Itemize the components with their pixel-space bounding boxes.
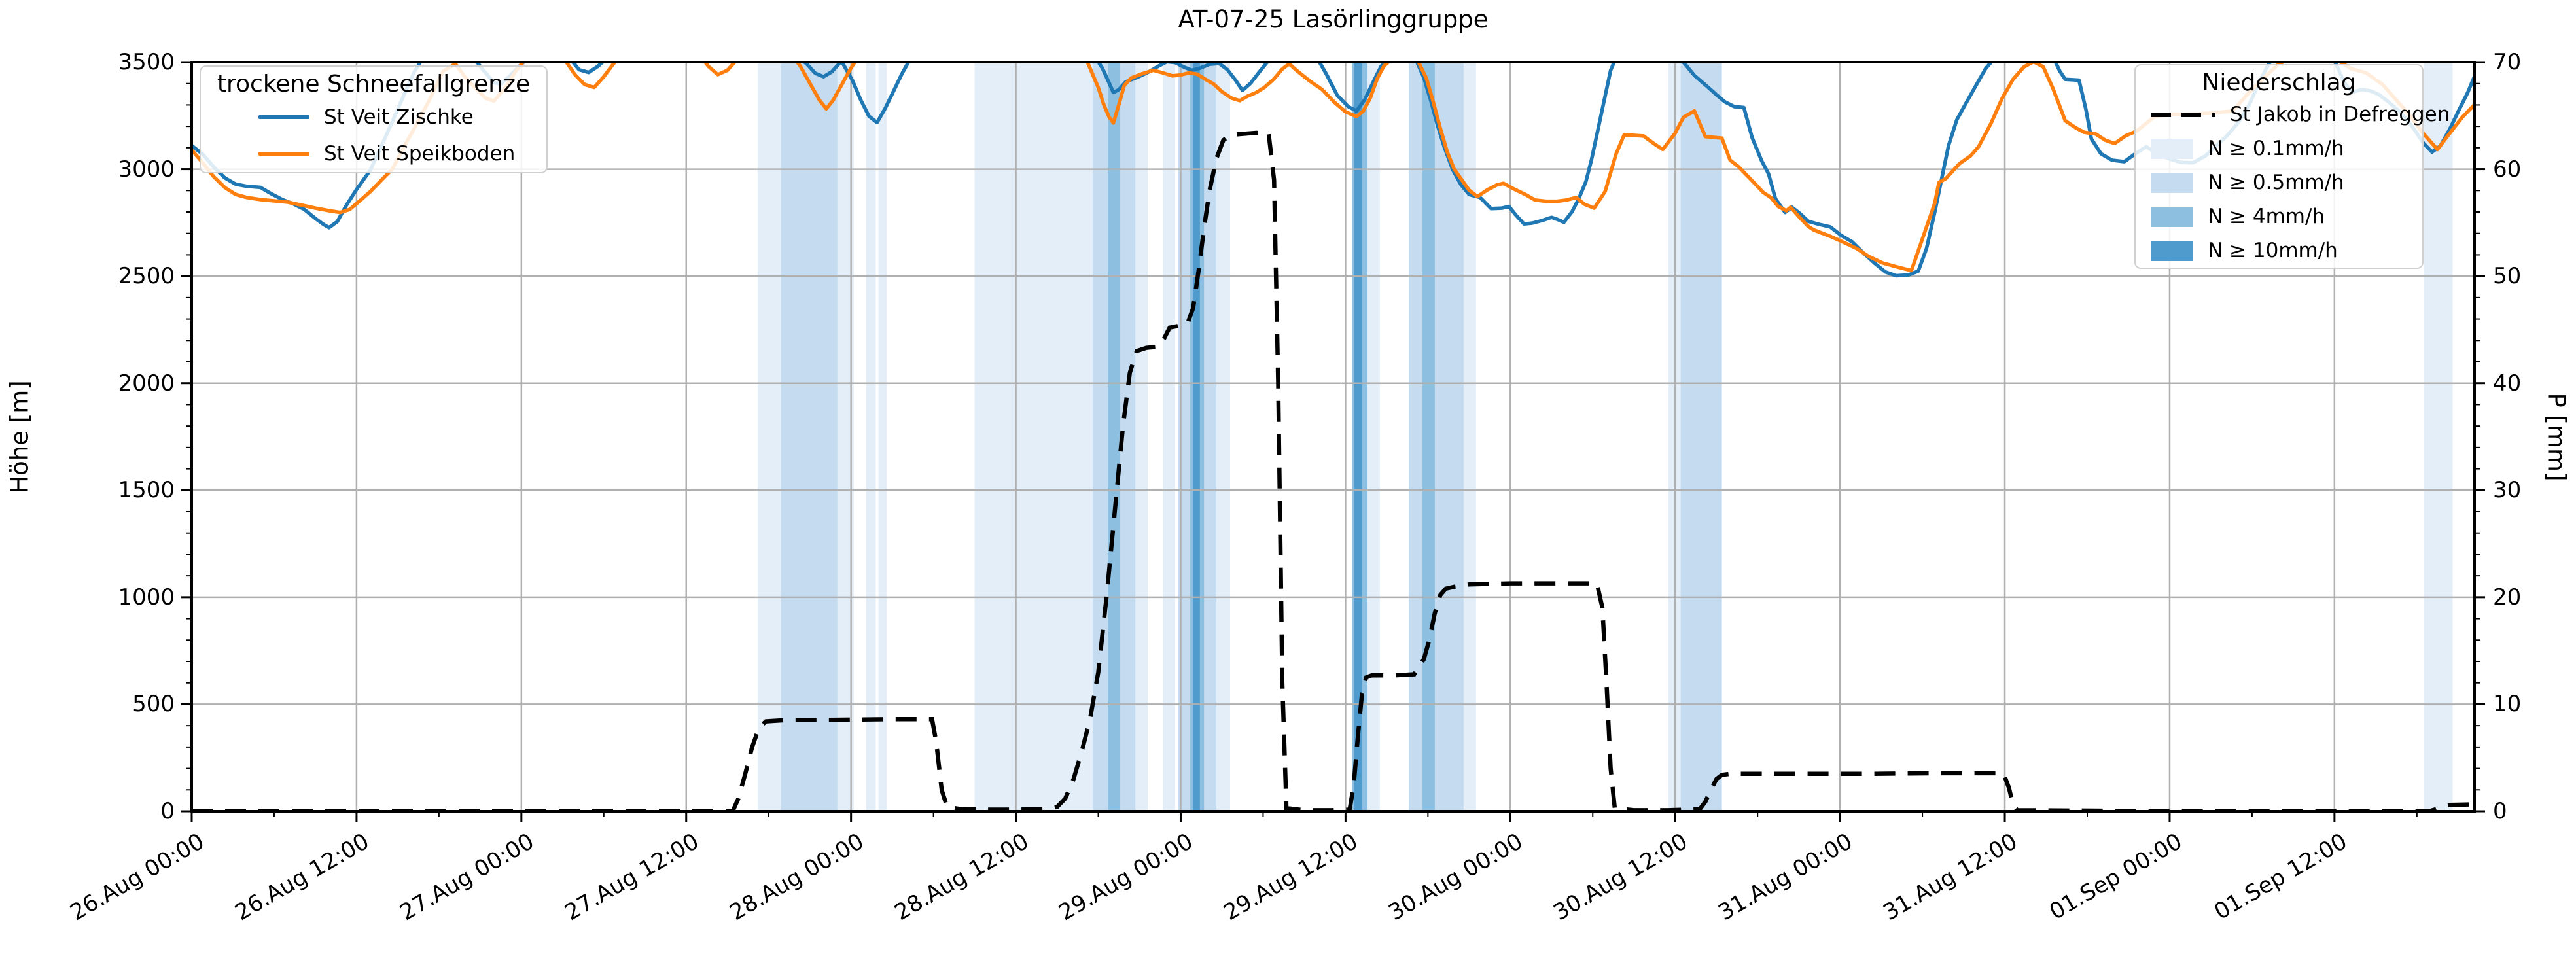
y-tick-label-right: 70 [2493,49,2522,75]
legend-entry-label: St Veit Zischke [324,105,474,129]
y-tick-label-left: 0 [160,798,175,824]
precip-band-0.1 [1163,62,1176,811]
legend-snowfall-title: trockene Schneefallgrenze [217,71,531,97]
legend-entry-band-0.1: N ≥ 0.1mm/h [2136,132,2422,166]
y-tick-label-left: 1500 [118,477,175,504]
legend-precipitation-title: Niederschlag [2202,69,2356,96]
legend-snowfall-line: trockene Schneefallgrenze St Veit Zischk… [200,65,548,173]
line-swatch-icon [258,152,309,156]
legend-entry-label: N ≥ 4mm/h [2208,205,2325,228]
precip-band-10 [1193,62,1200,811]
legend-entry-label: St Jakob in Defreggen [2230,103,2450,126]
precip-band-0.1 [878,62,887,811]
legend-entry-band-4: N ≥ 4mm/h [2136,200,2422,234]
y-tick-label-right: 50 [2493,263,2522,290]
precip-band-0.5 [781,62,838,811]
legend-entry-speikboden: St Veit Speikboden [201,135,546,172]
band-swatch-icon [2151,138,2193,159]
precip-band-4 [1108,62,1121,811]
y-tick-label-left: 2000 [118,370,175,396]
legend-entry-label: St Veit Speikboden [324,142,516,166]
y-tick-label-right: 40 [2493,370,2522,396]
y-tick-label-left: 1000 [118,584,175,610]
y-tick-label-right: 60 [2493,156,2522,183]
plot-content [192,62,2475,811]
axes-spines [190,61,2476,813]
y-tick-label-right: 30 [2493,477,2522,504]
precip-band-0.5 [1680,62,1722,811]
y-tick-label-right: 10 [2493,691,2522,718]
line-swatch-icon [258,115,309,119]
legend-entry-band-0.5: N ≥ 0.5mm/h [2136,166,2422,200]
precip-line-st-jakob [192,130,2475,811]
precip-band-0.1 [1463,62,1476,811]
legend-precipitation: Niederschlag St Jakob in Defreggen N ≥ 0… [2134,64,2450,269]
band-swatch-icon [2151,240,2193,261]
legend-entry-label: N ≥ 0.5mm/h [2208,171,2344,194]
snowline-speikboden [192,62,2475,273]
precip-band-4 [1422,62,1435,811]
precip-band-0.5 [1408,62,1464,811]
y-tick-label-right: 0 [2493,798,2507,824]
y-tick-label-left: 3500 [118,49,175,75]
precip-band-0.1 [866,62,876,811]
band-swatch-icon [2151,206,2193,227]
chart-title: AT-07-25 Lasörlinggruppe [1178,5,1489,33]
precip-band-0.1 [2424,62,2453,811]
legend-entry-label: N ≥ 0.1mm/h [2208,137,2344,160]
y-tick-label-left: 3000 [118,156,175,183]
legend-entry-band-10: N ≥ 10mm/h [2136,234,2422,268]
precip-band-10 [1353,62,1362,811]
y-tick-label-left: 500 [132,691,175,718]
legend-entry-zischke: St Veit Zischke [201,99,546,135]
legend-entry-label: N ≥ 10mm/h [2208,239,2338,262]
y-tick-label-right: 20 [2493,584,2522,610]
y-tick-label-left: 2500 [118,263,175,290]
band-swatch-icon [2151,172,2193,193]
dashed-line-swatch-icon [2151,112,2215,117]
legend-entry-precip-line: St Jakob in Defreggen [2136,97,2450,132]
